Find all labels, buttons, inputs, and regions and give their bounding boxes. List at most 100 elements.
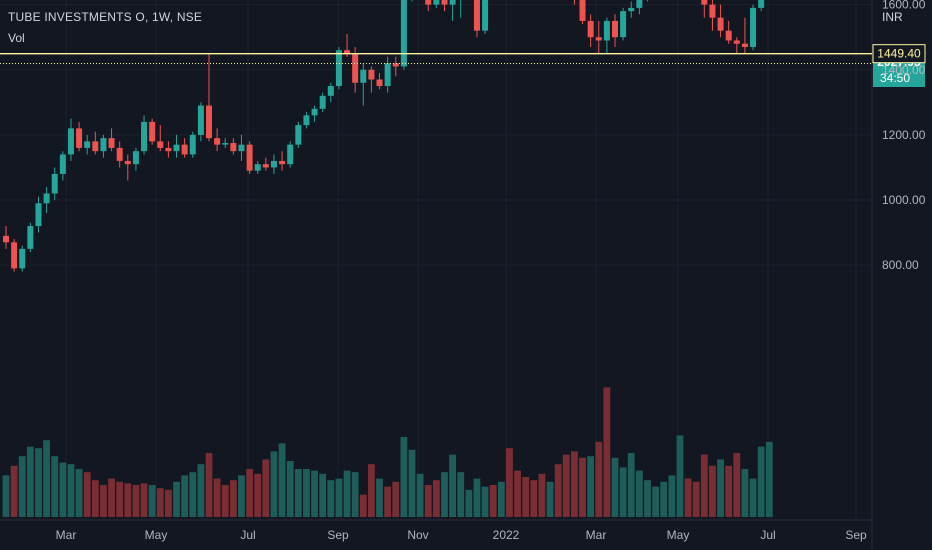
candle-body [725, 30, 732, 41]
volume-bars [2, 387, 773, 517]
volume-bar [684, 478, 692, 517]
volume-bar [473, 478, 481, 517]
price-tick-label: 800.00 [882, 258, 919, 272]
volume-bar [35, 448, 42, 517]
candle-body [758, 0, 765, 8]
candle-body [84, 141, 91, 148]
volume-bar [173, 481, 180, 517]
volume-bar [652, 486, 659, 517]
volume-bar [765, 441, 773, 517]
price-axis[interactable]: 800.001000.001200.001400.001600.001800.0… [882, 0, 926, 272]
volume-bar [522, 477, 530, 517]
time-tick-label: Mar [56, 528, 77, 542]
candle-body [628, 7, 635, 12]
horizontal-levels[interactable]: 2027.9534:501908.401449.40 [0, 0, 926, 87]
volume-bar [18, 456, 26, 517]
volume-bar [481, 486, 489, 517]
candle-body [750, 7, 757, 47]
candle-body [11, 242, 18, 269]
volume-bar [165, 489, 172, 517]
price-tick-label: 1400.00 [882, 63, 926, 77]
volume-indicator-label[interactable]: Vol [8, 31, 25, 45]
volume-bar [709, 465, 716, 517]
volume-bar [229, 480, 237, 517]
volume-bar [246, 469, 253, 517]
time-tick-label: 2022 [493, 528, 520, 542]
volume-bar [51, 456, 59, 517]
candle-body [116, 147, 123, 161]
volume-bar [457, 472, 465, 517]
volume-bar [213, 478, 221, 517]
candle-body [67, 128, 74, 155]
candle-body [717, 17, 724, 31]
volume-bar [132, 485, 140, 517]
volume-bar [100, 485, 107, 517]
candle-body [384, 63, 391, 87]
symbol-title[interactable]: TUBE INVESTMENTS O, 1W, NSE [8, 10, 203, 24]
price-tick-label: 1200.00 [882, 128, 926, 142]
candle-body [206, 105, 212, 139]
volume-bar [116, 481, 124, 517]
volume-bar [432, 480, 440, 517]
volume-bar [717, 459, 724, 517]
candle-body [376, 79, 383, 87]
volume-bar [221, 485, 229, 517]
volume-bar [676, 435, 684, 517]
candles [3, 0, 765, 272]
candle-body [579, 0, 586, 21]
candle-body [441, 0, 448, 5]
volume-bar [595, 441, 603, 517]
volume-bar [441, 472, 448, 517]
candle-body [35, 203, 42, 227]
volume-bar [571, 451, 578, 517]
candle-body [400, 0, 407, 67]
volume-bar [749, 478, 757, 517]
candle-body [19, 248, 26, 269]
candle-body [238, 144, 245, 152]
candle-body [141, 121, 148, 152]
candle-body [327, 86, 334, 96]
candle-body [76, 128, 83, 148]
volume-bar [67, 464, 75, 517]
volume-bar [311, 470, 318, 517]
volume-bar [303, 469, 310, 517]
candle-body [733, 40, 740, 44]
candle-body [612, 20, 618, 38]
candle-body [157, 141, 164, 148]
bar-countdown-label: 34:50 [880, 71, 910, 85]
candle-body [3, 235, 9, 243]
volume-bar [2, 475, 10, 517]
candle-body [230, 143, 237, 152]
candle-body [222, 143, 229, 145]
candle-body [392, 63, 399, 67]
candle-body [59, 154, 66, 174]
volume-bar [603, 387, 611, 517]
candle-body [335, 50, 342, 87]
volume-bar [148, 485, 156, 517]
volume-bar [238, 475, 245, 517]
currency-label: INR [882, 10, 903, 24]
level-label: 1449.40 [877, 47, 921, 61]
candle-body [701, 0, 708, 5]
candle-body [344, 50, 351, 54]
candle-body [197, 105, 204, 135]
candle-body [473, 0, 480, 31]
candle-body [132, 151, 139, 165]
volume-bar [335, 478, 343, 517]
time-tick-label: May [145, 528, 168, 542]
volume-bar [506, 448, 513, 517]
candle-body [425, 0, 432, 5]
volume-bar [644, 480, 651, 517]
volume-bar [489, 485, 497, 517]
candle-body [100, 138, 107, 152]
time-tick-label: Jul [760, 528, 775, 542]
candle-body [181, 144, 188, 155]
candle-body [262, 164, 269, 168]
time-axis[interactable]: Mar May Jul Sep Nov 2022 Mar May Jul Sep [56, 528, 867, 542]
volume-bar [343, 470, 351, 517]
volume-bar [635, 470, 643, 517]
candle-body [279, 160, 286, 165]
candle-body [449, 0, 456, 5]
candle-body [43, 193, 50, 204]
